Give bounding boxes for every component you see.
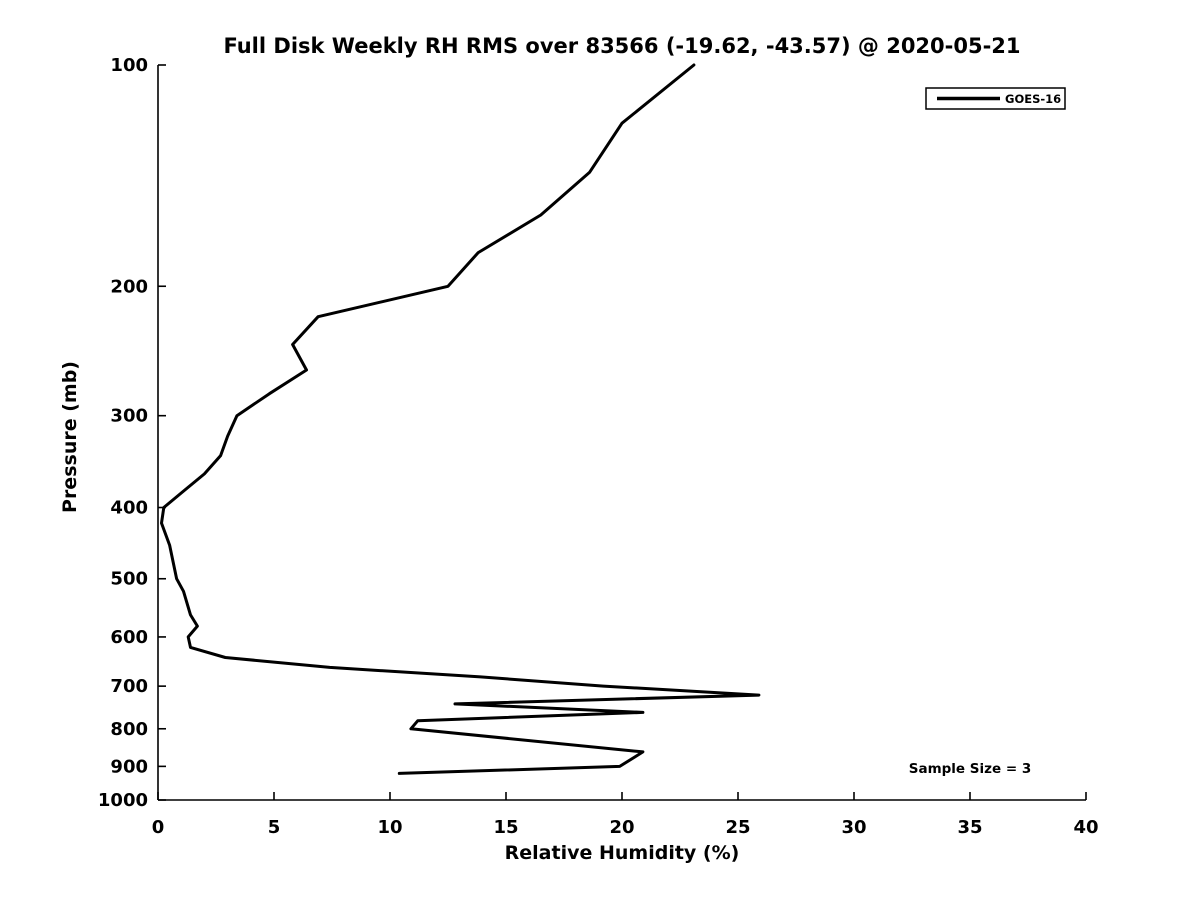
series-line-goes-16 — [160, 63, 761, 775]
y-tick-label: 500 — [110, 569, 148, 590]
y-axis-label: Pressure (mb) — [59, 361, 81, 513]
x-tick-label: 35 — [957, 817, 982, 838]
x-axis-label: Relative Humidity (%) — [505, 842, 740, 864]
y-tick-label: 100 — [110, 55, 148, 76]
y-tick-label: 200 — [110, 276, 148, 297]
x-tick-label: 25 — [725, 817, 750, 838]
legend: GOES-16 — [925, 87, 1066, 110]
axes: 0 5 10 15 20 25 30 35 40 100 200 300 400 500 600 700 800… — [98, 55, 1099, 838]
x-tick-label: 15 — [493, 817, 518, 838]
y-tick-label: 800 — [110, 719, 148, 740]
y-tick-label: 900 — [110, 756, 148, 777]
x-tick-label: 10 — [377, 817, 402, 838]
y-tick-label: 1000 — [98, 790, 148, 811]
legend-entry-label: GOES-16 — [1005, 92, 1061, 106]
x-tick-label: 5 — [268, 817, 281, 838]
x-tick-label: 40 — [1073, 817, 1098, 838]
sample-size-annotation: Sample Size = 3 — [909, 761, 1032, 777]
x-tick-label: 30 — [841, 817, 866, 838]
y-tick-label: 400 — [110, 498, 148, 519]
x-tick-label: 20 — [609, 817, 634, 838]
x-tick-label: 0 — [152, 817, 165, 838]
data-series — [160, 63, 761, 775]
y-tick-label: 700 — [110, 676, 148, 697]
y-tick-label: 600 — [110, 627, 148, 648]
chart-title: Full Disk Weekly RH RMS over 83566 (-19.… — [223, 34, 1020, 58]
y-tick-label: 300 — [110, 406, 148, 427]
